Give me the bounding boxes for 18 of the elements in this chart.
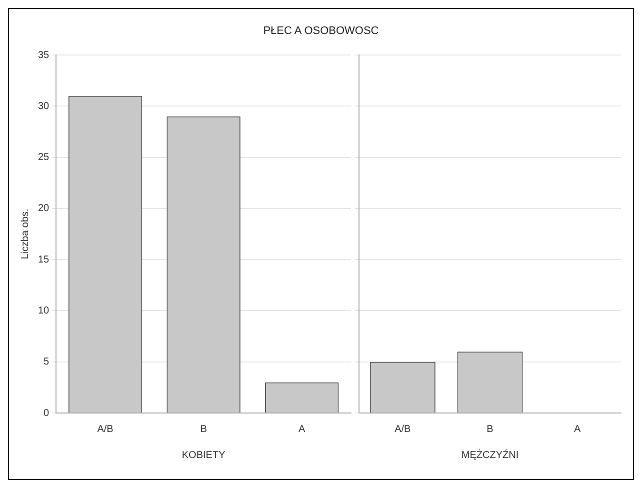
x-axis-title: MĘŻCZYŹNI	[461, 448, 519, 461]
y-tick-label: 15	[38, 254, 50, 266]
y-tick-label: 10	[38, 305, 50, 316]
y-tick-label: 30	[38, 100, 50, 112]
x-tick-label: B	[486, 424, 494, 435]
x-tick-label: A/B	[97, 424, 114, 435]
y-tick-label: 20	[38, 203, 50, 214]
y-tick-label: 5	[44, 356, 50, 368]
y-axis-title: Liczba obs.	[20, 208, 31, 260]
x-axis-title: KOBIETY	[182, 450, 226, 461]
x-tick-label: A	[298, 424, 306, 435]
x-tick-label: A/B	[394, 424, 412, 435]
y-tick-label: 0	[44, 408, 50, 419]
x-tick-label: A	[574, 424, 581, 435]
y-tick-label: 25	[38, 152, 50, 164]
chart-title: PŁEC A OSOBOWOSC	[262, 24, 380, 39]
x-tick-label: B	[200, 424, 208, 435]
y-tick-label: 35	[38, 50, 50, 61]
